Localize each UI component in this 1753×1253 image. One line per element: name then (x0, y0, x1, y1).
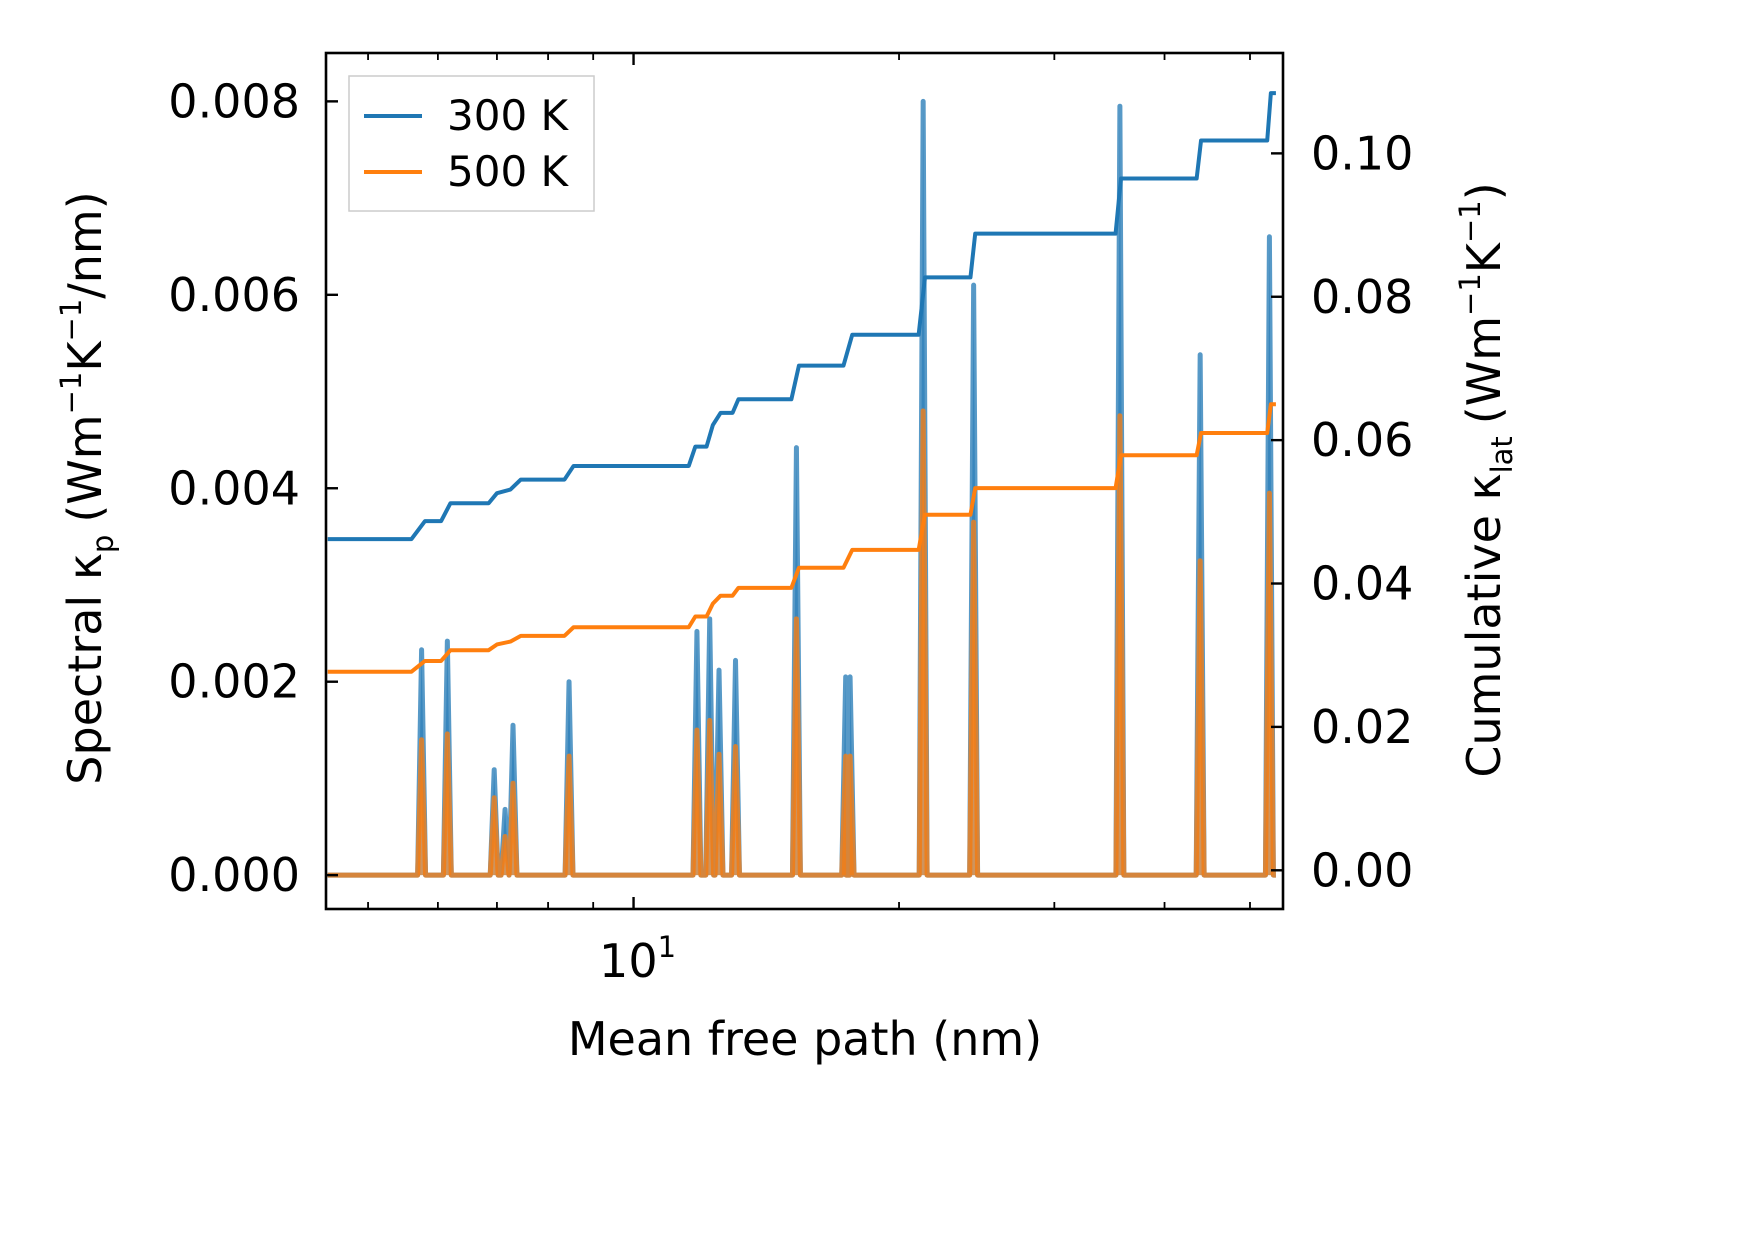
plot-frame (324, 51, 1285, 911)
x-axis-label: Mean free path (nm) (568, 1012, 1042, 1066)
right-y-tick-label: 0.10 (1311, 126, 1413, 180)
left-y-tick-label: 0.006 (168, 268, 300, 322)
plot-data (327, 91, 1276, 878)
x-tick-label: 101 (599, 930, 676, 988)
legend-label-300k: 300 K (447, 91, 570, 140)
spectral-line-500k (327, 408, 1276, 878)
left-y-tick-label: 0.002 (168, 655, 300, 709)
left-y-tick-label: 0.008 (168, 74, 300, 128)
left-y-tick-label: 0.000 (168, 848, 300, 902)
legend: 300 K 500 K (348, 75, 595, 212)
cumulative-line-500k (327, 402, 1276, 674)
right-y-tick-label: 0.00 (1311, 843, 1413, 897)
left-y-tick-label: 0.004 (168, 461, 300, 515)
axis-ticks: 0.000 0.002 0.004 0.006 0.008 0.00 0.02 0.04 0.0… (168, 53, 1413, 909)
right-y-tick-label: 0.08 (1311, 270, 1413, 324)
legend-label-500k: 500 K (447, 147, 570, 196)
right-y-tick-label: 0.04 (1311, 557, 1413, 611)
right-y-axis-label: Cumulative κlat(Wm−1K−1) (1453, 182, 1519, 777)
left-y-axis-label: Spectral κp(Wm−1K−1/nm) (54, 191, 120, 784)
right-y-tick-label: 0.02 (1311, 700, 1413, 754)
right-y-tick-label: 0.06 (1311, 413, 1413, 467)
cumulative-line-300k (327, 91, 1276, 542)
legend-box (348, 75, 595, 212)
